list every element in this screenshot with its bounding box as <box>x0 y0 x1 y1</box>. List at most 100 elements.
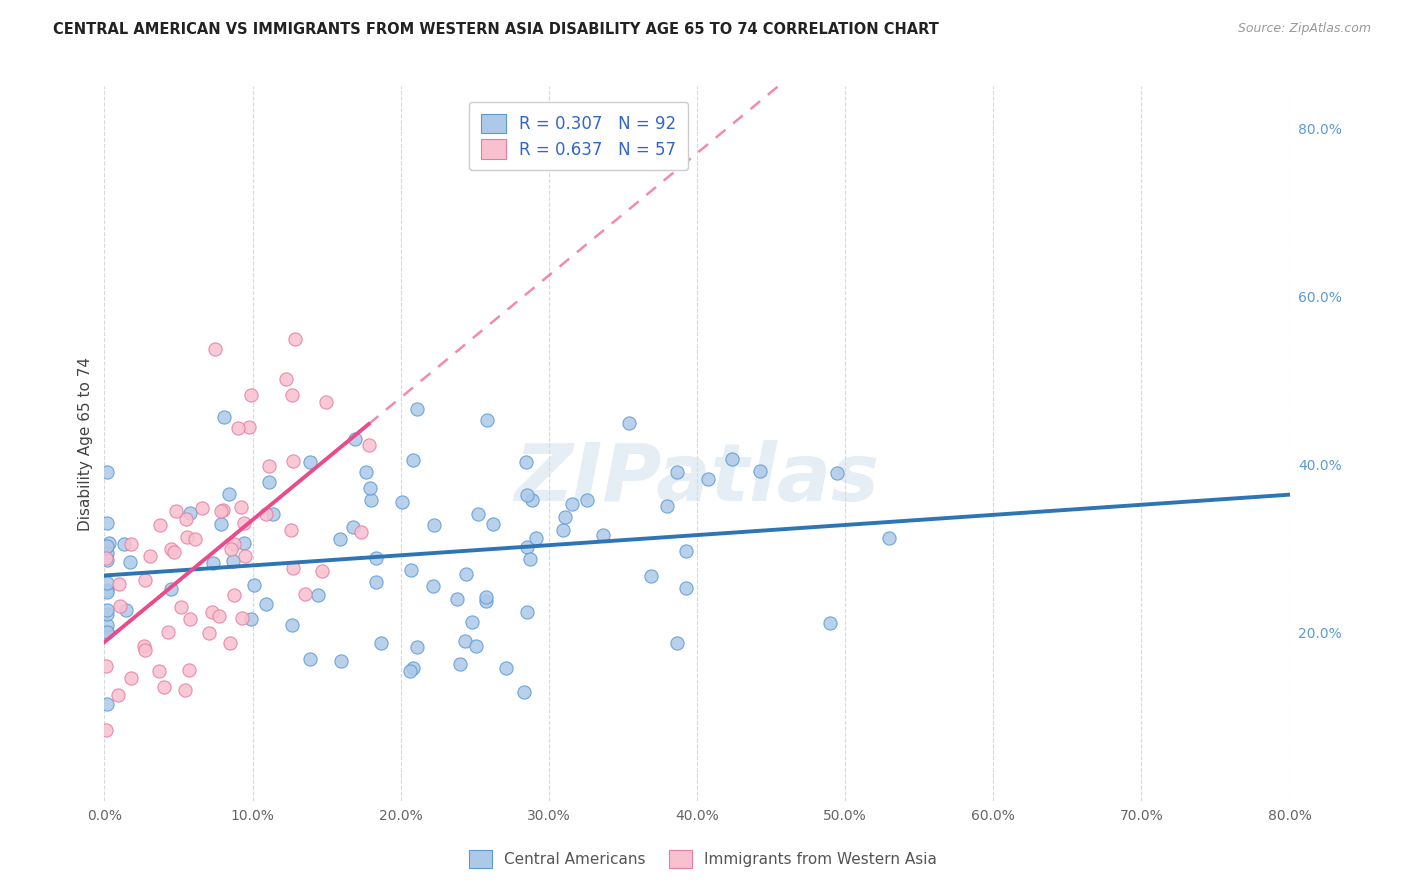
Point <box>191 500 214 515</box>
Point <box>179 506 201 520</box>
Point <box>134 639 156 653</box>
Point <box>329 533 352 547</box>
Point <box>519 552 541 566</box>
Point <box>134 642 156 657</box>
Point <box>405 640 427 654</box>
Point <box>176 530 198 544</box>
Point <box>423 518 446 533</box>
Point <box>357 438 380 452</box>
Point <box>108 599 131 613</box>
Point <box>96 465 118 479</box>
Point <box>201 605 224 619</box>
Point <box>274 372 297 386</box>
Point <box>354 465 377 479</box>
Legend: R = 0.307   N = 92, R = 0.637   N = 57: R = 0.307 N = 92, R = 0.637 N = 57 <box>470 102 688 170</box>
Point <box>120 671 142 685</box>
Point <box>515 455 537 469</box>
Point <box>96 582 118 597</box>
Point <box>370 636 392 650</box>
Point <box>139 549 162 563</box>
Point <box>294 587 316 601</box>
Point <box>96 697 118 711</box>
Point <box>311 565 333 579</box>
Point <box>402 452 425 467</box>
Point <box>281 388 304 402</box>
Point <box>231 610 253 624</box>
Point <box>94 659 117 673</box>
Point <box>516 488 538 502</box>
Point <box>449 657 471 672</box>
Point <box>94 723 117 737</box>
Point <box>299 455 322 469</box>
Point <box>475 413 498 427</box>
Point <box>183 533 205 547</box>
Point <box>218 486 240 500</box>
Point <box>399 563 422 577</box>
Point <box>720 452 742 467</box>
Point <box>149 517 172 532</box>
Point <box>257 475 280 489</box>
Y-axis label: Disability Age 65 to 74: Disability Age 65 to 74 <box>79 357 93 531</box>
Point <box>343 432 366 446</box>
Point <box>360 492 382 507</box>
Point <box>474 593 496 607</box>
Point <box>177 663 200 677</box>
Point <box>94 550 117 565</box>
Point <box>454 567 477 582</box>
Text: CENTRAL AMERICAN VS IMMIGRANTS FROM WESTERN ASIA DISABILITY AGE 65 TO 74 CORRELA: CENTRAL AMERICAN VS IMMIGRANTS FROM WEST… <box>53 22 939 37</box>
Point <box>655 499 678 513</box>
Point <box>666 465 689 479</box>
Point <box>467 507 489 521</box>
Point <box>364 574 387 589</box>
Point <box>239 612 262 626</box>
Point <box>307 588 329 602</box>
Point <box>148 664 170 678</box>
Point <box>350 525 373 540</box>
Point <box>214 409 236 424</box>
Point <box>163 545 186 559</box>
Point <box>697 472 720 486</box>
Point <box>98 535 121 549</box>
Point <box>283 454 305 468</box>
Point <box>257 458 280 473</box>
Point <box>446 592 468 607</box>
Point <box>233 549 256 563</box>
Point <box>280 523 302 537</box>
Point <box>96 625 118 640</box>
Point <box>96 539 118 553</box>
Point <box>406 402 429 417</box>
Point <box>165 504 187 518</box>
Point <box>238 420 260 434</box>
Point <box>204 342 226 356</box>
Point <box>284 333 307 347</box>
Point <box>96 516 118 530</box>
Point <box>198 625 221 640</box>
Point <box>96 553 118 567</box>
Text: ZIPatlas: ZIPatlas <box>515 441 880 518</box>
Point <box>211 503 233 517</box>
Point <box>179 612 201 626</box>
Point <box>160 541 183 556</box>
Point <box>391 495 413 509</box>
Point <box>554 510 576 524</box>
Point <box>219 541 242 556</box>
Point <box>201 556 224 570</box>
Point <box>222 554 245 568</box>
Point <box>513 684 536 698</box>
Point <box>402 661 425 675</box>
Point <box>208 608 231 623</box>
Point <box>561 497 583 511</box>
Point <box>675 544 697 558</box>
Point <box>218 636 240 650</box>
Point <box>174 512 197 526</box>
Point <box>665 635 688 649</box>
Point <box>281 618 304 632</box>
Point <box>592 528 614 542</box>
Point <box>222 588 245 602</box>
Point <box>96 546 118 560</box>
Point <box>825 466 848 480</box>
Point <box>153 680 176 694</box>
Point <box>222 537 245 551</box>
Point <box>454 634 477 648</box>
Point <box>422 579 444 593</box>
